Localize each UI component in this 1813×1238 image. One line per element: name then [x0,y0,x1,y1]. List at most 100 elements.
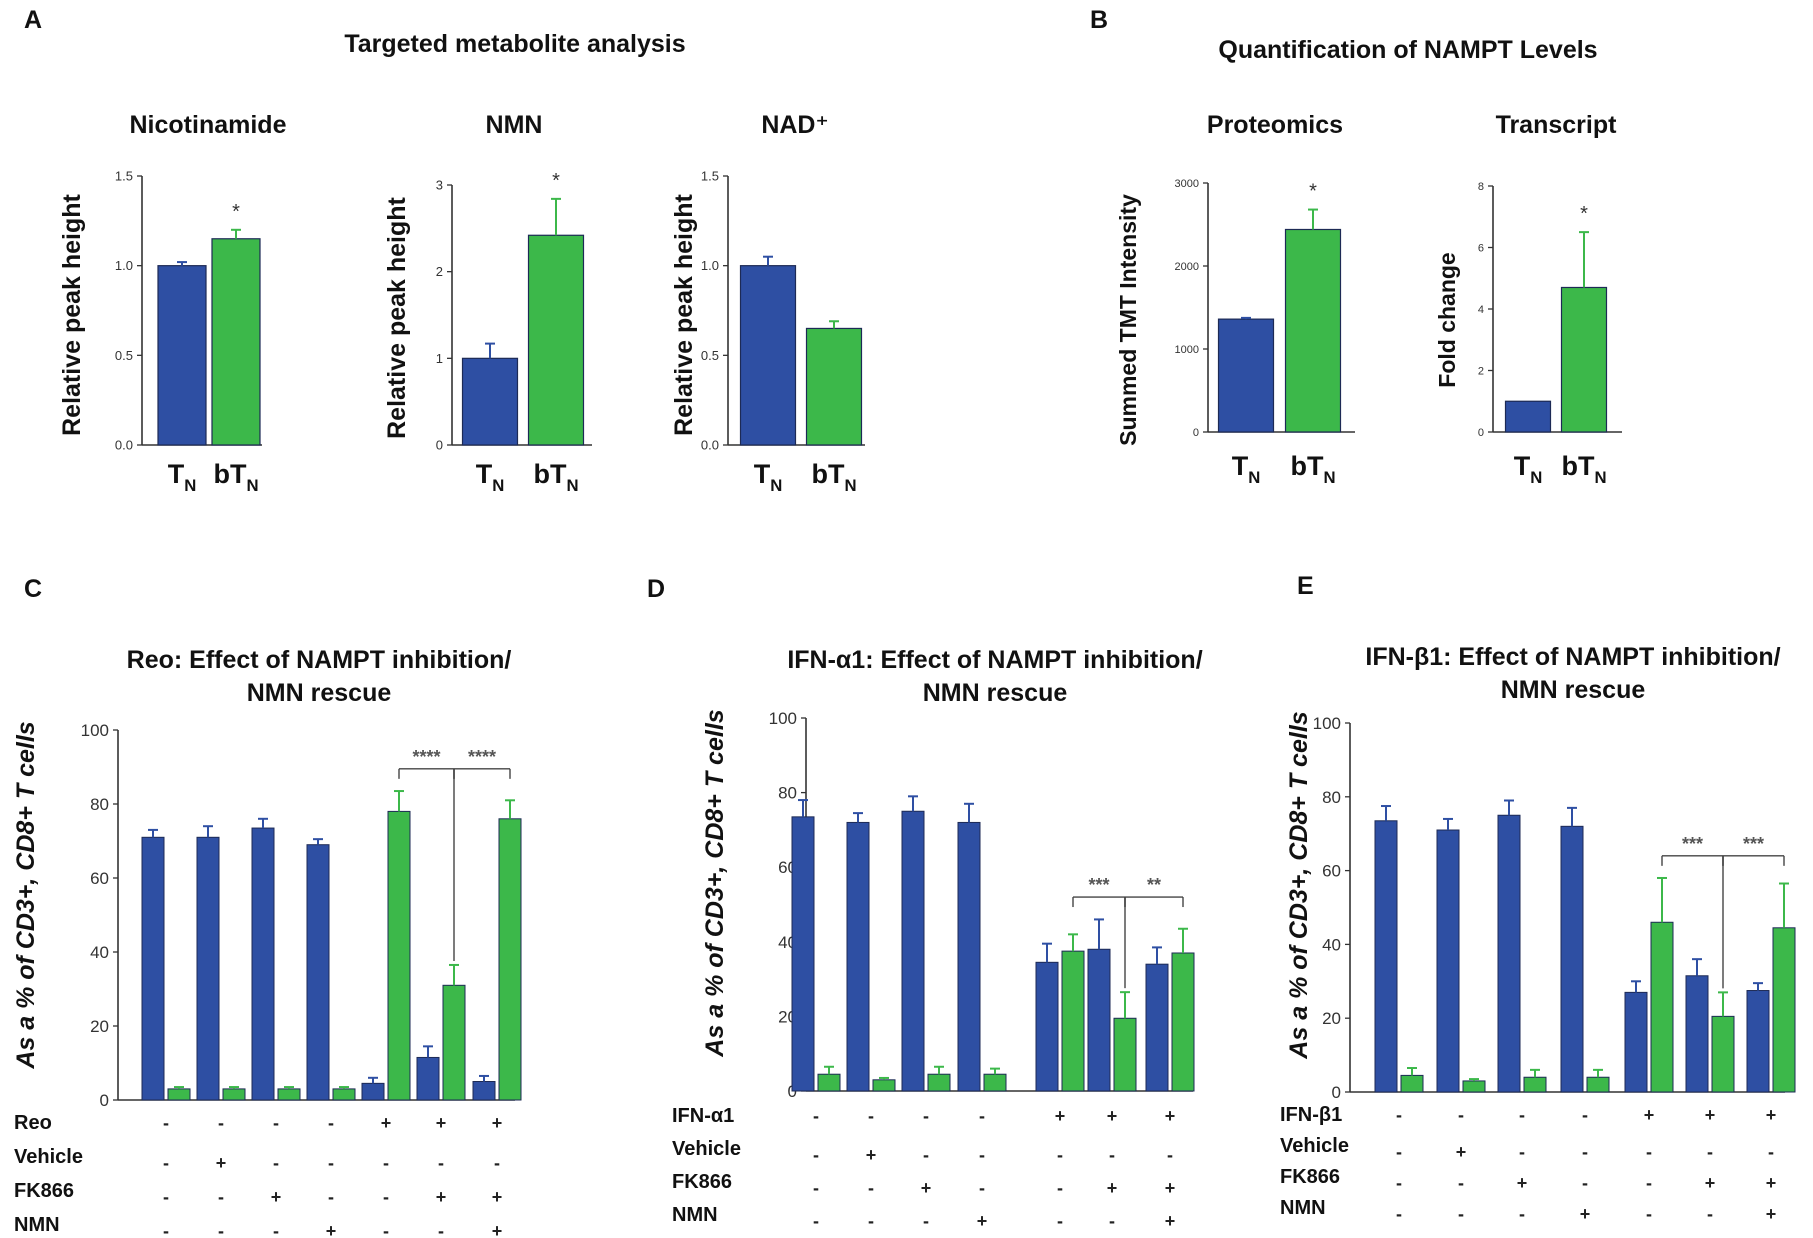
y-axis-label: As a % of CD3+, CD8+ T cells [12,721,40,1069]
x-tick-label: bTN [533,459,578,495]
bar [1284,228,1342,433]
treatment-sign: - [813,1211,819,1231]
chart-prot: 0 1000 2000 3000 Summed TMT Intensity B Proteo… [1090,6,1355,487]
bar [527,234,585,446]
x-tick-label-main: bT [1561,451,1594,481]
treatment-sign: + [436,1113,447,1133]
panel-label: D [647,575,665,603]
significance-star: * [552,170,560,192]
treatment-sign: - [163,1187,169,1207]
y-tick-label: 80 [90,795,109,814]
treatment-sign: - [328,1153,334,1173]
treatment-sign: + [1766,1204,1777,1224]
treatment-sign: - [1396,1142,1402,1162]
bar [983,1073,1007,1092]
y-tick-label: 0.0 [115,438,133,453]
y-tick-label: 0 [1193,427,1199,439]
x-tick-label: TN [1232,451,1261,487]
y-tick-label: 0.5 [115,348,133,363]
treatment-sign: - [328,1113,334,1133]
treatment-sign: + [1766,1173,1777,1193]
bar [1772,927,1796,1093]
y-tick-label: 3000 [1175,178,1199,190]
bar [872,1079,896,1092]
treatment-sign: - [1707,1204,1713,1224]
treatment-sign: - [163,1221,169,1238]
treatment-sign: - [273,1221,279,1238]
treatment-sign: + [216,1153,227,1173]
treatment-sign: - [1057,1211,1063,1231]
treatment-sign: - [923,1145,929,1165]
treatment-sign: + [1580,1204,1591,1224]
y-tick-label: 2 [436,264,443,279]
treatment-sign: + [492,1113,503,1133]
y-tick-label: 20 [1322,1009,1341,1028]
treatment-sign: - [273,1113,279,1133]
significance-label: *** [1682,834,1703,854]
y-tick-label: 40 [1322,935,1341,954]
y-tick-label: 40 [90,943,109,962]
treatment-sign: - [979,1145,985,1165]
x-tick-label-main: bT [533,459,566,489]
treatment-sign: + [492,1187,503,1207]
treatment-sign: + [1107,1178,1118,1198]
x-tick-label-sub: N [844,476,856,495]
treatment-sign: - [1768,1142,1774,1162]
x-tick-label-sub: N [1248,468,1260,487]
treatment-sign: - [383,1187,389,1207]
chart-title: NMN [486,111,543,139]
treatment-sign: - [1458,1105,1464,1125]
treatment-sign: - [1458,1204,1464,1224]
bar [1685,975,1709,1093]
treatment-sign: - [979,1106,985,1126]
y-tick-label: 100 [81,721,109,740]
x-tick-label: bTN [1561,451,1606,487]
treatment-sign: - [1646,1142,1652,1162]
bar [251,827,275,1101]
x-tick-label-sub: N [770,476,782,495]
treatment-row-label: FK866 [1280,1166,1340,1188]
y-tick-label: 1.0 [115,258,133,273]
significance-star: * [232,201,240,223]
bar [817,1073,841,1092]
bar [222,1088,246,1101]
treatment-sign: + [1517,1173,1528,1193]
treatment-row-label: NMN [1280,1197,1326,1219]
x-tick-label-main: T [168,459,185,489]
y-tick-label: 20 [90,1017,109,1036]
bar [1650,921,1674,1093]
treatment-row-label: NMN [14,1214,60,1236]
y-tick-label: 0.5 [701,348,719,363]
y-tick-label: 1000 [1175,344,1199,356]
treatment-sign: - [218,1221,224,1238]
bar [387,810,411,1101]
treatment-sign: - [868,1211,874,1231]
treatment-sign: - [163,1113,169,1133]
y-tick-label: 0 [1332,1083,1341,1102]
bar [901,810,925,1092]
panel-label: E [1297,572,1314,600]
treatment-sign: + [921,1178,932,1198]
treatment-sign: + [436,1187,447,1207]
treatment-sign: - [923,1211,929,1231]
y-tick-label: 80 [1322,788,1341,807]
significance-star: * [1580,203,1588,225]
bar [1504,400,1552,433]
treatment-sign: - [1109,1145,1115,1165]
treatment-sign: + [1766,1105,1777,1125]
bar [196,836,220,1101]
panel-label: A [24,6,42,34]
y-tick-label: 0 [100,1091,109,1110]
treatment-sign: - [328,1187,334,1207]
bar [211,238,261,446]
treatment-sign: + [1705,1173,1716,1193]
x-tick-label: TN [754,459,783,495]
treatment-sign: - [1582,1105,1588,1125]
y-axis-label: As a % of CD3+, CD8+ T cells [1285,711,1313,1059]
chart-reo: 0 20 40 60 80 100 As a % of CD3+, CD8+ T cells… [12,575,522,1238]
bar [472,1081,496,1101]
x-tick-label-sub: N [1594,468,1606,487]
